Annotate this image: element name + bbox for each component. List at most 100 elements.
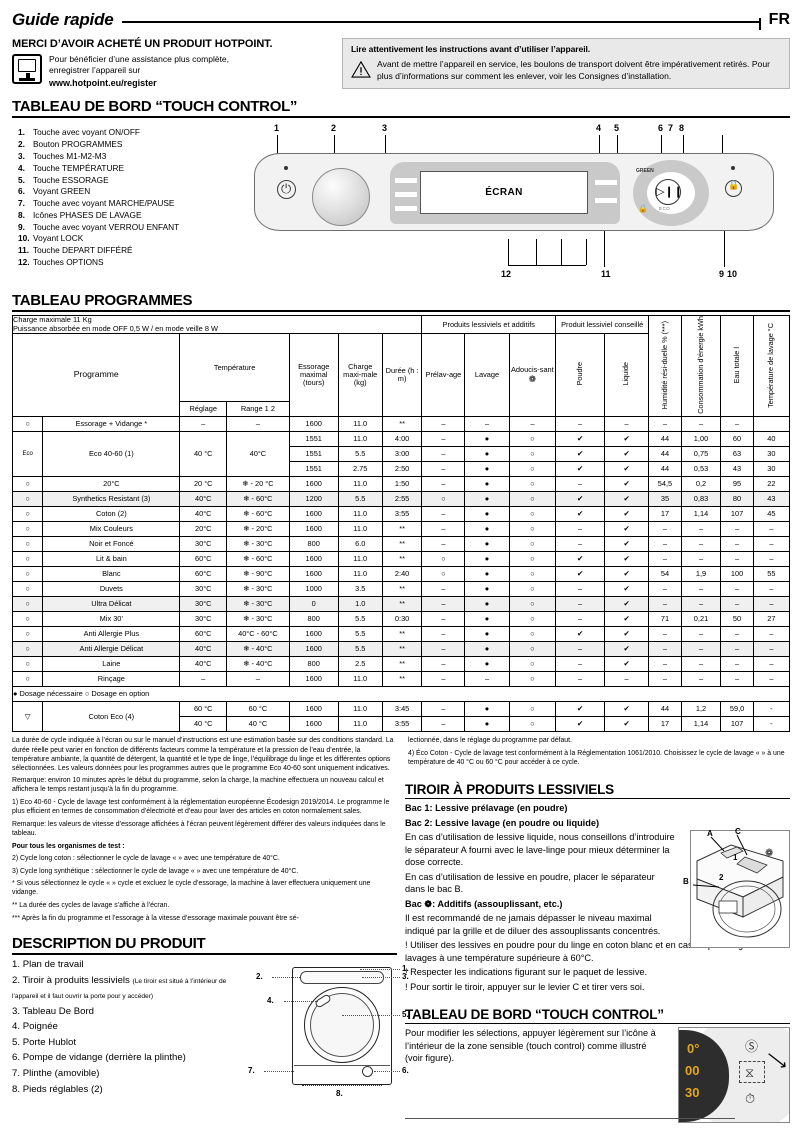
cell-powder: –	[555, 416, 605, 433]
program-name: Anti Allergie Plus	[42, 626, 181, 643]
cell-water: 59,0	[720, 701, 754, 718]
cell-range: ❄ - 40°C	[225, 641, 290, 658]
cell-powder: ✔	[555, 446, 605, 463]
table-row: ○ Blanc 60°C ❄ - 90°C 1600 11.0 2:40 ○ ● ○ ✔ ✔ 54 1,9…	[11, 566, 791, 583]
cell-range: ❄ - 40°C	[225, 656, 290, 673]
cell-load: 11.0	[337, 506, 383, 523]
register-url[interactable]: www.hotpoint.eu/register	[49, 77, 157, 88]
delay-icon[interactable]: ⏱	[745, 1091, 756, 1107]
drawer-p2: En cas d’utilisation de lessive en poudr…	[405, 871, 655, 895]
callout-2: 2	[331, 123, 337, 134]
machine-drain-pump	[362, 1066, 373, 1078]
cell-duration: 3:55	[381, 506, 423, 523]
callout-1: 1	[274, 123, 280, 134]
cell-load: 5.5	[337, 641, 383, 658]
intro-row: MERCI D’AVOIR ACHETÉ UN PRODUIT HOTPOINT…	[12, 38, 790, 90]
cell-spin: 1551	[288, 446, 339, 463]
cell-wash: ●	[464, 641, 510, 658]
cell-load: 11.0	[337, 701, 383, 718]
cell-consumption: –	[680, 626, 722, 643]
cell-setting: 40°C	[179, 656, 227, 673]
table-row: ○ Lit & bain 60°C ❄ - 60°C 1600 11.0 ** ○ ● ○ ✔ ✔ – –…	[11, 551, 791, 568]
programmes-table: Charge maximale 11 Kg Puissance absorbée …	[11, 315, 791, 733]
cell-softener: ○	[508, 581, 557, 598]
cell-powder: ✔	[555, 461, 605, 478]
cell-liquid: –	[603, 671, 650, 688]
program-name: Duvets	[42, 581, 181, 598]
cell-range: –	[225, 416, 290, 433]
detergent-drawer-figure: A B C 1 2 ❁	[683, 827, 790, 948]
desc-item-7: 7. Plinthe (amovible)	[12, 1068, 100, 1080]
cell-softener: ○	[508, 536, 557, 553]
cell-duration: **	[381, 581, 423, 598]
spin-speed-button[interactable]	[595, 198, 617, 204]
cell-humidity: 17	[648, 716, 682, 733]
selected-icon-box[interactable]	[739, 1061, 765, 1084]
cell-liquid: –	[603, 416, 650, 433]
spin-icon[interactable]: ⧖	[745, 1065, 755, 1081]
header-spin: Essorage maximal (tours)	[288, 332, 339, 418]
drawer-bullet-2: ! Respecter les indications figurant sur…	[405, 967, 648, 978]
cell-prewash: –	[421, 656, 466, 673]
cell-humidity: –	[648, 671, 682, 688]
cell-temp: -	[752, 716, 791, 733]
header-load: Charge maxi-male (kg)	[337, 332, 383, 418]
noir-fonce-icon: ○	[11, 536, 44, 553]
cell-setting: –	[179, 416, 227, 433]
cell-spin: 1000	[288, 581, 339, 598]
cell-setting: –	[179, 671, 227, 688]
programmes-knob[interactable]	[312, 168, 370, 227]
mix-couleurs-icon: ○	[11, 521, 44, 538]
cell-setting: 40°C	[179, 641, 227, 658]
start-pause-button[interactable]: ▷❙❙	[655, 179, 683, 206]
cell-liquid: ✔	[603, 596, 650, 613]
program-name: Noir et Foncé	[42, 536, 181, 553]
drawer-label-A: A	[707, 829, 713, 838]
desc-item-2: 2. Tiroir à produits lessiviels (Le tiro…	[12, 974, 227, 1001]
cell-water: –	[720, 416, 754, 433]
cell-range: ❄ - 30°C	[225, 581, 290, 598]
cell-setting: 60°C	[179, 566, 227, 583]
flower-icon: ❁	[528, 373, 537, 384]
cell-temp: –	[752, 596, 791, 613]
cell-setting: 40 °C	[179, 716, 227, 733]
memory-button-m2[interactable]	[395, 192, 417, 198]
header-detergents: Produits lessiviels et additifs	[421, 315, 557, 334]
cell-liquid: ✔	[603, 716, 650, 733]
cell-temp	[752, 416, 791, 433]
desc-item-1: 1. Plan de travail	[12, 959, 84, 971]
power-button[interactable]	[277, 180, 296, 200]
cell-load: 11.0	[337, 671, 383, 688]
drawer-bullet-1: ! Utiliser des lessives en poudre pour d…	[405, 940, 772, 963]
note-l4: Remarque: les valeurs de vitesse d’essor…	[12, 820, 386, 837]
cell-load: 11.0	[337, 416, 383, 433]
cell-prewash: –	[421, 536, 466, 553]
thanks-title: MERCI D’AVOIR ACHETÉ UN PRODUIT HOTPOINT…	[12, 38, 273, 50]
warning-triangle-icon	[351, 60, 371, 78]
machine-callout-8: 8.	[336, 1089, 343, 1099]
program-name: Eco 40-60 (1)	[42, 431, 181, 478]
temperature-icon[interactable]: Ⓢ	[745, 1039, 759, 1055]
cell-humidity: 44	[648, 431, 682, 448]
table-row: ○ Anti Allergie Plus 60°C 40°C - 60°C 1600 5.…	[11, 626, 791, 643]
temperature-button[interactable]	[595, 180, 617, 186]
blanc-icon: ○	[11, 566, 44, 583]
memory-button-m1[interactable]	[395, 178, 417, 184]
cell-powder: –	[555, 521, 605, 538]
cell-setting: 30°C	[179, 596, 227, 613]
table-info-cell: Charge maximale 11 Kg Puissance absorbée …	[11, 315, 423, 334]
callout-10: 10	[727, 269, 738, 280]
cell-temp: 22	[752, 476, 791, 493]
child-lock-button[interactable]	[725, 180, 742, 198]
mix30-icon: ○	[11, 611, 44, 628]
cell-prewash: –	[421, 506, 466, 523]
memory-button-m3[interactable]	[395, 206, 417, 212]
cell-prewash: –	[421, 611, 466, 628]
green-indicator-label: GREEN	[636, 168, 654, 175]
program-name: Ultra Délicat	[42, 596, 181, 613]
cell-wash: ●	[464, 536, 510, 553]
cell-range: ❄ - 90°C	[225, 566, 290, 583]
section-title-panel2: TABLEAU DE BORD “TOUCH CONTROL”	[405, 1007, 664, 1023]
note-l1: La durée de cycle indiquée à l’écran ou …	[12, 737, 394, 772]
cell-duration: 4:00	[381, 431, 423, 448]
